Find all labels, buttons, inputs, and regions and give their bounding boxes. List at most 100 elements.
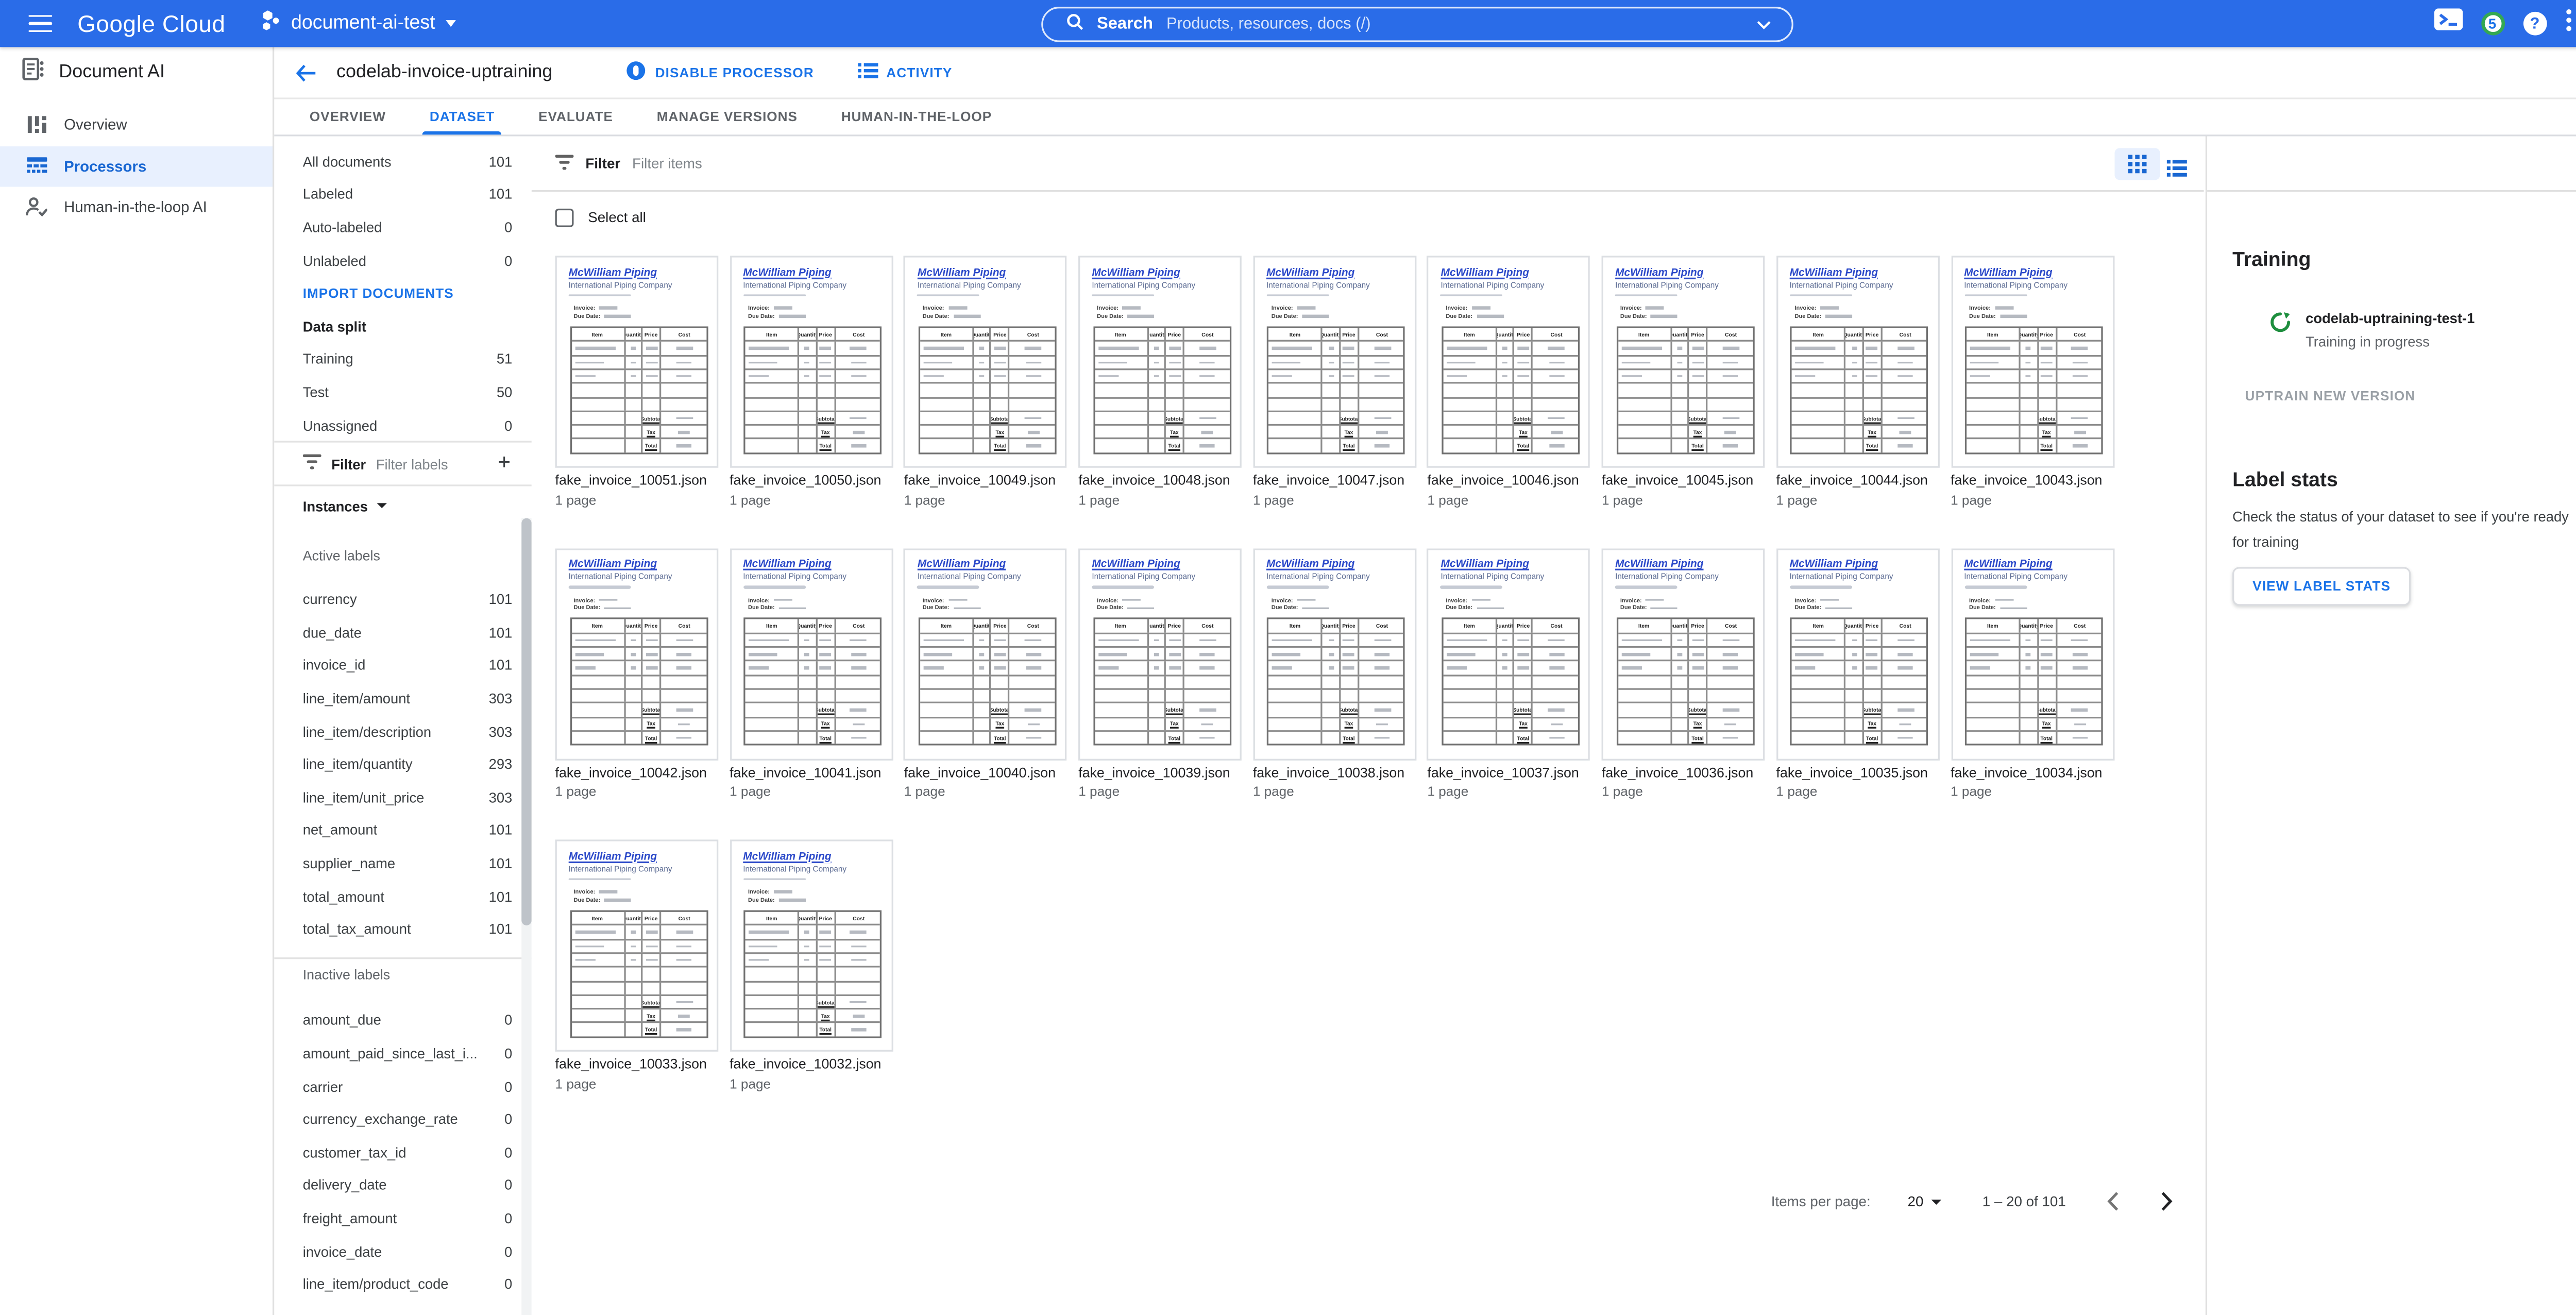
tab-human-in-the-loop[interactable]: HUMAN-IN-THE-LOOP [841, 109, 992, 124]
inactive-label-amount-paid-since-last-i[interactable]: amount_paid_since_last_i... 0 [274, 1037, 531, 1070]
document-card[interactable]: McWilliam Piping International Piping Com… [1776, 256, 1940, 507]
document-card[interactable]: McWilliam Piping International Piping Com… [1601, 547, 1765, 799]
tab-manage-versions[interactable]: MANAGE VERSIONS [656, 109, 798, 124]
document-thumbnail: McWilliam Piping International Piping Com… [555, 839, 719, 1052]
invoice-address-line [1789, 293, 1852, 297]
tab-dataset[interactable]: DATASET [408, 98, 516, 134]
document-card[interactable]: McWilliam Piping International Piping Com… [730, 256, 893, 507]
active-label-net-amount[interactable]: net_amount 101 [274, 814, 531, 847]
page-size-select[interactable]: 20 [1908, 1193, 1942, 1210]
select-all-row[interactable]: Select all [555, 208, 646, 227]
tab-overview[interactable]: OVERVIEW [309, 109, 386, 124]
data-split-training[interactable]: Training 51 [274, 343, 531, 376]
data-split-unassigned[interactable]: Unassigned 0 [274, 409, 531, 442]
inactive-label-line-item-product-code[interactable]: line_item/product_code 0 [274, 1268, 531, 1301]
row-label: invoice_date [302, 1242, 382, 1260]
add-label-button[interactable]: + [498, 449, 511, 475]
invoice-table: ItemQuantityPriceCostSubtotalTaxTotal [743, 618, 882, 746]
document-card[interactable]: McWilliam Piping International Piping Com… [904, 256, 1067, 507]
document-card[interactable]: McWilliam Piping International Piping Com… [1427, 547, 1591, 799]
active-label-line-item-quantity[interactable]: line_item/quantity 293 [274, 748, 531, 781]
active-label-total-tax-amount[interactable]: total_tax_amount 101 [274, 913, 531, 946]
document-card[interactable]: McWilliam Piping International Piping Com… [555, 839, 719, 1091]
sidebar-item-overview[interactable]: Overview [0, 104, 273, 145]
row-count: 0 [504, 1044, 513, 1062]
active-label-line-item-description[interactable]: line_item/description 303 [274, 715, 531, 748]
document-card[interactable]: McWilliam Piping International Piping Com… [1252, 547, 1416, 799]
uptrain-new-version-button[interactable]: UPTRAIN NEW VERSION [2245, 389, 2416, 404]
data-split-test[interactable]: Test 50 [274, 376, 531, 409]
inactive-label-currency-exchange-rate[interactable]: currency_exchange_rate 0 [274, 1103, 531, 1136]
document-card[interactable]: McWilliam Piping International Piping Com… [904, 547, 1067, 799]
inactive-label-delivery-date[interactable]: delivery_date 0 [274, 1169, 531, 1202]
row-label: Test [302, 383, 329, 400]
search-bar[interactable]: Search Products, resources, docs (/) [1041, 6, 1793, 42]
notifications-badge[interactable]: 5 [2480, 11, 2504, 36]
search-expand-icon[interactable] [1756, 8, 1771, 39]
grid-view-button[interactable] [2113, 148, 2160, 180]
previous-page-button[interactable] [2106, 1191, 2120, 1211]
activity-button[interactable]: ACTIVITY [857, 62, 953, 82]
next-page-button[interactable] [2160, 1191, 2174, 1211]
inactive-label-customer-tax-id[interactable]: customer_tax_id 0 [274, 1136, 531, 1169]
scrollbar-thumb[interactable] [521, 518, 531, 925]
project-switcher[interactable]: document-ai-test [259, 8, 455, 39]
active-label-due-date[interactable]: due_date 101 [274, 616, 531, 649]
invoice-company: McWilliam Piping [1789, 559, 1878, 570]
doc-count-auto-labeled[interactable]: Auto-labeled 0 [274, 211, 531, 244]
filter-items-input[interactable] [632, 155, 851, 172]
back-button[interactable] [287, 56, 321, 89]
document-card[interactable]: McWilliam Piping International Piping Com… [1776, 547, 1940, 799]
doc-count-labeled[interactable]: Labeled 101 [274, 178, 531, 211]
help-icon[interactable]: ? [2522, 11, 2547, 36]
document-card[interactable]: McWilliam Piping International Piping Com… [1252, 256, 1416, 507]
inactive-label-amount-due[interactable]: amount_due 0 [274, 1004, 531, 1037]
inactive-label-invoice-date[interactable]: invoice_date 0 [274, 1235, 531, 1268]
document-card[interactable]: McWilliam Piping International Piping Com… [730, 547, 893, 799]
cloud-shell-icon[interactable] [2433, 8, 2462, 39]
active-label-line-item-amount[interactable]: line_item/amount 303 [274, 682, 531, 715]
document-name: fake_invoice_10038.json [1252, 765, 1405, 780]
disable-processor-button[interactable]: DISABLE PROCESSOR [626, 61, 814, 85]
invoice-subtitle: International Piping Company [743, 280, 847, 289]
document-card[interactable]: McWilliam Piping International Piping Com… [1601, 256, 1765, 507]
document-card[interactable]: McWilliam Piping International Piping Com… [1078, 256, 1242, 507]
sidebar-item-human-in-the-loop-ai[interactable]: Human-in-the-loop AI [0, 187, 273, 228]
document-card[interactable]: McWilliam Piping International Piping Com… [730, 839, 893, 1091]
sidebar-item-processors[interactable]: Processors [0, 145, 273, 187]
search-placeholder: Products, resources, docs (/) [1166, 14, 1371, 33]
active-label-line-item-unit-price[interactable]: line_item/unit_price 303 [274, 781, 531, 814]
document-card[interactable]: McWilliam Piping International Piping Com… [1951, 547, 2114, 800]
invoice-subtitle: International Piping Company [1615, 280, 1719, 289]
active-label-invoice-id[interactable]: invoice_id 101 [274, 649, 531, 682]
more-options-icon[interactable] [2566, 8, 2572, 40]
document-card[interactable]: McWilliam Piping International Piping Com… [1951, 256, 2114, 507]
document-card[interactable]: McWilliam Piping International Piping Com… [555, 547, 719, 799]
import-documents-button[interactable]: IMPORT DOCUMENTS [302, 285, 454, 301]
invoice-table: ItemQuantityPriceCostSubtotalTaxTotal [1267, 326, 1405, 454]
view-label-stats-button[interactable]: VIEW LABEL STATS [2232, 567, 2411, 606]
menu-icon[interactable] [28, 14, 53, 33]
google-cloud-logo[interactable]: Google Cloud [77, 10, 226, 37]
doc-count-unlabeled[interactable]: Unlabeled 0 [274, 244, 531, 277]
invoice-address-line [1615, 585, 1677, 588]
document-page-count: 1 page [1951, 784, 1992, 800]
inactive-label-freight-amount[interactable]: freight_amount 0 [274, 1202, 531, 1235]
tab-evaluate[interactable]: EVALUATE [538, 109, 613, 124]
active-label-supplier-name[interactable]: supplier_name 101 [274, 847, 531, 880]
filter-labels-input[interactable] [376, 455, 481, 473]
doc-count-all-documents[interactable]: All documents 101 [274, 145, 531, 178]
list-view-button[interactable] [2166, 155, 2187, 185]
document-card[interactable]: McWilliam Piping International Piping Com… [555, 256, 719, 507]
document-card[interactable]: McWilliam Piping International Piping Com… [1078, 547, 1242, 799]
row-count: 303 [488, 722, 513, 740]
instances-dropdown[interactable]: Instances [274, 486, 531, 526]
inactive-label-carrier[interactable]: carrier 0 [274, 1070, 531, 1103]
document-card[interactable]: McWilliam Piping International Piping Com… [1427, 256, 1591, 507]
product-home[interactable]: Document AI [0, 56, 273, 88]
active-label-currency[interactable]: currency 101 [274, 583, 531, 616]
select-all-label: Select all [588, 209, 646, 226]
active-label-total-amount[interactable]: total_amount 101 [274, 880, 531, 913]
select-all-checkbox[interactable] [555, 208, 573, 227]
row-label: delivery_date [302, 1176, 387, 1194]
